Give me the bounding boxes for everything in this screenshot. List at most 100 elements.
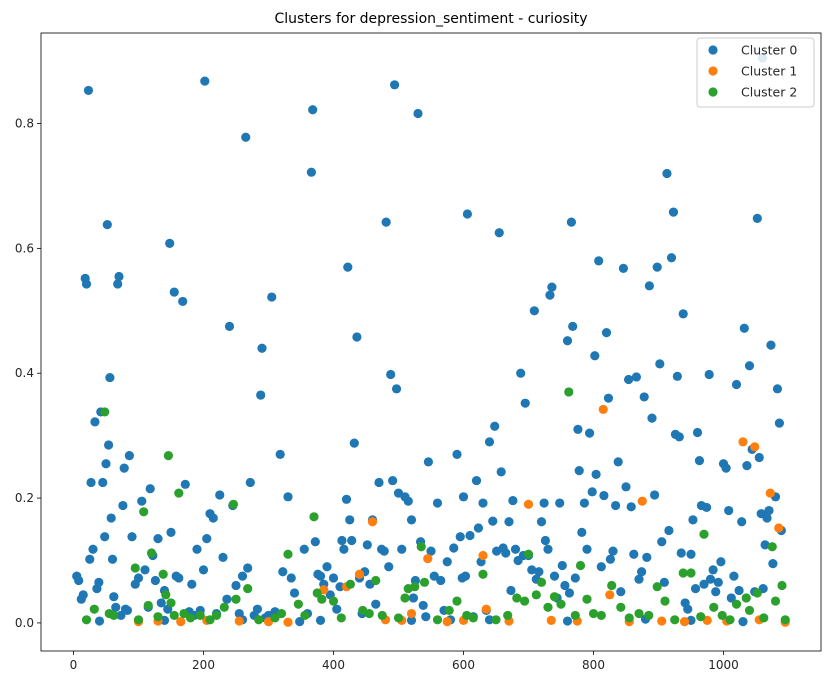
data-point <box>347 535 357 546</box>
data-point <box>478 550 488 561</box>
data-point <box>650 490 660 500</box>
data-point <box>336 613 346 623</box>
data-point <box>777 580 787 591</box>
data-point <box>90 417 100 427</box>
data-point <box>85 554 95 564</box>
data-point <box>512 593 522 603</box>
data-point <box>731 599 742 609</box>
data-point <box>163 451 173 461</box>
data-point <box>716 557 726 567</box>
data-point <box>436 575 446 586</box>
data-point <box>590 351 600 361</box>
data-point <box>699 529 709 539</box>
data-point <box>529 306 539 316</box>
data-point <box>742 461 752 471</box>
data-point <box>568 321 578 331</box>
data-point <box>153 612 163 622</box>
data-point <box>379 546 389 556</box>
legend-marker <box>708 87 718 97</box>
data-point <box>89 604 99 614</box>
data-point <box>587 487 597 497</box>
data-point <box>384 562 394 572</box>
data-point <box>114 271 124 282</box>
x-tick-label: 1000 <box>708 658 739 672</box>
data-point <box>652 262 662 272</box>
data-point <box>676 548 686 558</box>
data-point <box>418 600 428 611</box>
data-point <box>534 567 544 577</box>
data-point <box>341 494 352 504</box>
legend-box <box>696 37 815 108</box>
data-point <box>547 282 557 292</box>
data-point <box>750 442 760 452</box>
data-point <box>634 608 644 619</box>
points-layer <box>72 53 790 627</box>
x-tick-label: 600 <box>452 658 475 672</box>
data-point <box>139 507 149 517</box>
data-point <box>449 543 459 553</box>
data-point <box>185 613 196 623</box>
data-point <box>713 577 723 587</box>
data-point <box>734 585 744 596</box>
data-point <box>228 499 238 509</box>
data-point <box>562 336 573 346</box>
data-point <box>386 369 396 380</box>
data-point <box>523 499 534 509</box>
data-point <box>611 500 621 511</box>
data-point <box>574 465 584 476</box>
data-point <box>179 608 189 619</box>
data-point <box>629 549 639 559</box>
data-point <box>536 517 547 527</box>
data-point <box>391 384 402 394</box>
data-point <box>178 296 188 307</box>
data-point <box>426 546 436 556</box>
data-point <box>607 580 617 591</box>
data-point <box>596 610 606 621</box>
data-point <box>267 292 277 302</box>
data-point <box>106 513 116 523</box>
data-point <box>711 587 721 597</box>
data-point <box>187 579 197 589</box>
data-point <box>310 537 320 547</box>
data-point <box>442 557 452 567</box>
x-tick-label: 200 <box>192 658 215 672</box>
data-point <box>174 573 184 583</box>
data-point <box>208 513 218 523</box>
data-point <box>180 479 190 489</box>
data-point <box>726 593 736 603</box>
data-point <box>218 552 228 562</box>
data-point <box>637 567 647 577</box>
data-point <box>328 573 339 583</box>
data-point <box>471 475 482 486</box>
data-point <box>322 562 332 572</box>
data-point <box>78 590 88 600</box>
data-point <box>367 517 378 527</box>
data-point <box>176 617 186 627</box>
data-point <box>705 574 716 584</box>
data-point <box>657 537 667 547</box>
data-point <box>570 610 580 621</box>
x-tick-label: 0 <box>70 658 78 672</box>
data-point <box>109 592 119 602</box>
data-point <box>752 213 762 223</box>
data-point <box>754 452 764 463</box>
data-point <box>668 207 679 217</box>
data-point <box>531 590 541 600</box>
data-point <box>549 592 560 602</box>
data-point <box>660 596 670 606</box>
legend: Cluster 0 Cluster 1 Cluster 2 <box>696 37 815 108</box>
data-point <box>702 502 712 513</box>
data-point <box>506 585 516 596</box>
data-point <box>198 565 209 575</box>
data-point <box>510 544 521 554</box>
data-point <box>582 544 592 554</box>
data-point <box>133 573 144 583</box>
data-point <box>153 534 163 544</box>
data-point <box>462 209 472 219</box>
legend-marker <box>708 66 718 76</box>
data-point <box>243 583 253 594</box>
data-point <box>737 517 747 527</box>
data-point <box>494 228 504 238</box>
data-point <box>683 604 693 614</box>
data-point <box>770 596 781 606</box>
